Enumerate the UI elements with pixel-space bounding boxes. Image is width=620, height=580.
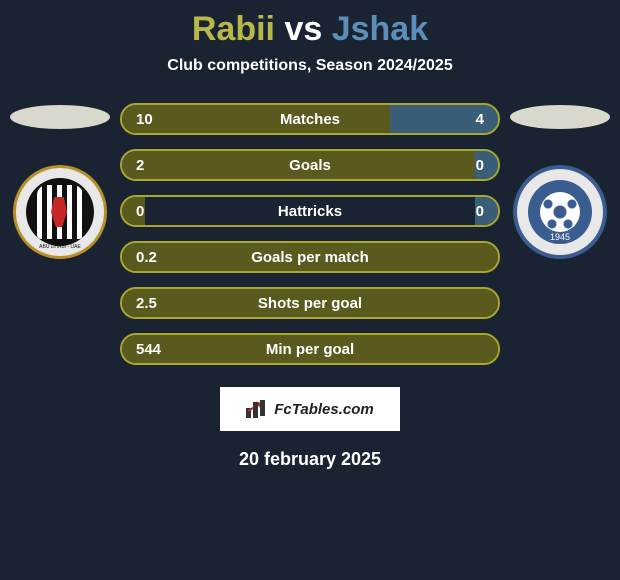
arrow-up-icon xyxy=(248,401,265,412)
stat-label: Matches xyxy=(122,111,498,128)
right-club-column: 1945 xyxy=(510,103,610,259)
stat-row: 10Matches4 xyxy=(120,103,500,135)
left-club-column: ABU DHABI - UAE xyxy=(10,103,110,259)
stat-value-right: 4 xyxy=(476,111,484,128)
stat-value-right: 0 xyxy=(476,157,484,174)
club-badge-left-inner xyxy=(26,178,94,246)
stat-row: 544Min per goal xyxy=(120,333,500,365)
stat-row: 0.2Goals per match xyxy=(120,241,500,273)
comparison-card: Rabii vs Jshak Club competitions, Season… xyxy=(0,0,620,580)
club-badge-right: 1945 xyxy=(513,165,607,259)
stat-label: Goals per match xyxy=(122,249,498,266)
club-right-year: 1945 xyxy=(528,232,592,242)
vs-label: vs xyxy=(284,10,322,48)
stat-label: Goals xyxy=(122,157,498,174)
jersey-icon xyxy=(37,185,83,239)
page-title: Rabii vs Jshak xyxy=(192,10,428,49)
subtitle: Club competitions, Season 2024/2025 xyxy=(167,57,452,75)
stat-label: Hattricks xyxy=(122,203,498,220)
fctables-logo-icon xyxy=(246,400,268,418)
player2-photo-placeholder xyxy=(510,105,610,129)
stat-row: 2Goals0 xyxy=(120,149,500,181)
club-left-footer: ABU DHABI - UAE xyxy=(16,244,104,250)
club-badge-left: ABU DHABI - UAE xyxy=(13,165,107,259)
player1-name: Rabii xyxy=(192,10,275,48)
stat-row: 0Hattricks0 xyxy=(120,195,500,227)
fctables-text: FcTables.com xyxy=(274,401,373,418)
stat-row: 2.5Shots per goal xyxy=(120,287,500,319)
stat-label: Min per goal xyxy=(122,341,498,358)
club-badge-right-inner: 1945 xyxy=(528,180,592,244)
football-icon xyxy=(540,192,580,232)
stat-label: Shots per goal xyxy=(122,295,498,312)
player2-name: Jshak xyxy=(332,10,428,48)
stat-value-right: 0 xyxy=(476,203,484,220)
fctables-watermark: FcTables.com xyxy=(220,387,400,431)
player1-photo-placeholder xyxy=(10,105,110,129)
stats-column: 10Matches42Goals00Hattricks00.2Goals per… xyxy=(120,103,500,365)
main-row: ABU DHABI - UAE 10Matches42Goals00Hattri… xyxy=(0,103,620,365)
date-label: 20 february 2025 xyxy=(239,449,381,470)
